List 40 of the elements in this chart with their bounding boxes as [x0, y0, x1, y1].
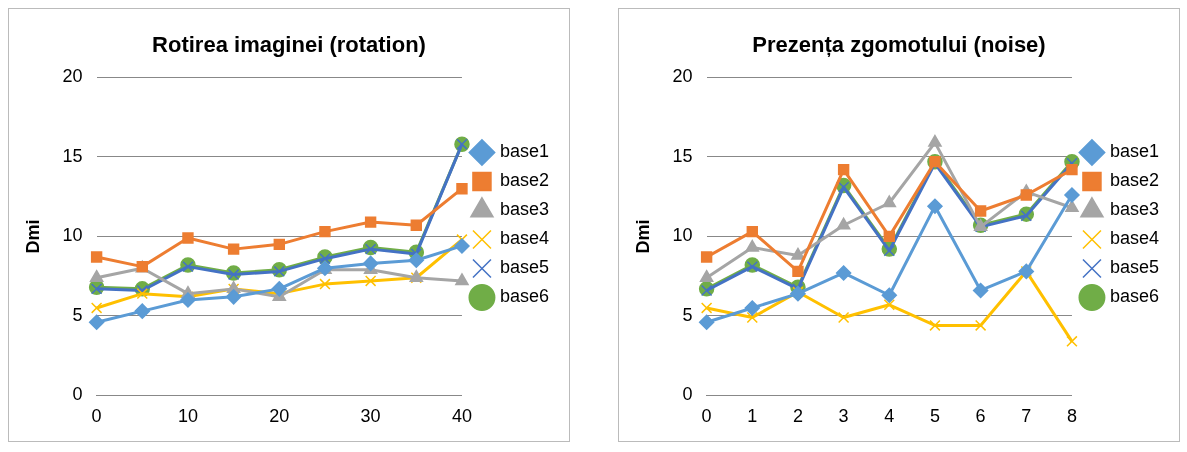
- x-tick-label: 5: [929, 406, 940, 427]
- x-tick-label: 1: [747, 406, 758, 427]
- y-tick-label: 10: [672, 225, 693, 246]
- y-tick-label: 20: [62, 66, 83, 87]
- legend-label: base5: [499, 257, 549, 278]
- legend-label: base6: [499, 286, 549, 307]
- y-tick-label: 5: [72, 304, 83, 325]
- x-tick-label: 40: [451, 406, 472, 427]
- x-tick-label: 0: [91, 406, 102, 427]
- x-tick-label: 6: [975, 406, 986, 427]
- legend-label: base1: [499, 141, 549, 162]
- chart-title: Prezența zgomotului (noise): [752, 32, 1046, 58]
- legend-label: base5: [1109, 257, 1159, 278]
- x-tick-label: 4: [884, 406, 895, 427]
- y-tick-label: 20: [672, 66, 693, 87]
- y-tick-label: 0: [682, 384, 693, 405]
- legend-label: base1: [1109, 141, 1159, 162]
- x-tick-label: 7: [1021, 406, 1032, 427]
- y-tick-label: 5: [682, 304, 693, 325]
- y-tick-label: 15: [672, 145, 693, 166]
- legend-label: base6: [1109, 286, 1159, 307]
- y-axis-title: Dmi: [22, 219, 43, 254]
- x-tick-label: 30: [360, 406, 381, 427]
- y-tick-label: 15: [62, 145, 83, 166]
- x-tick-label: 8: [1066, 406, 1077, 427]
- legend-label: base2: [499, 170, 549, 191]
- y-tick-label: 10: [62, 225, 83, 246]
- y-tick-label: 0: [72, 384, 83, 405]
- x-tick-label: 0: [701, 406, 712, 427]
- x-tick-label: 10: [177, 406, 198, 427]
- y-axis-title: Dmi: [632, 219, 653, 254]
- legend-label: base4: [499, 228, 549, 249]
- legend-label: base2: [1109, 170, 1159, 191]
- x-tick-label: 3: [838, 406, 849, 427]
- legend-label: base4: [1109, 228, 1159, 249]
- chart-title: Rotirea imaginei (rotation): [152, 32, 426, 58]
- x-tick-label: 2: [792, 406, 803, 427]
- x-tick-label: 20: [269, 406, 290, 427]
- legend-label: base3: [1109, 199, 1159, 220]
- legend-label: base3: [499, 199, 549, 220]
